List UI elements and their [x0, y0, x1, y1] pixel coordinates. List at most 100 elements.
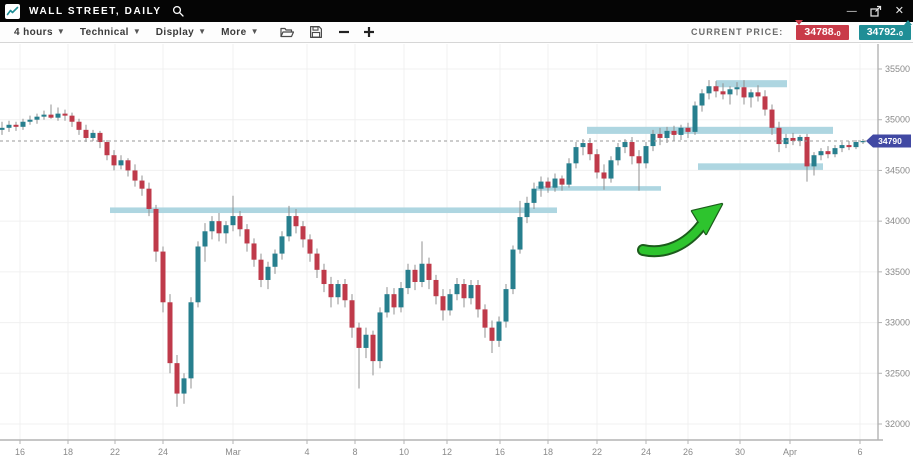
- time-tick-label: 22: [592, 447, 602, 457]
- title-bar: WALL STREET, DAILY — ✕: [0, 0, 913, 22]
- app-logo-icon: [5, 3, 20, 19]
- candle: [769, 109, 775, 128]
- close-button[interactable]: ✕: [894, 4, 904, 17]
- candle: [489, 327, 495, 341]
- time-tick-label: 6: [857, 447, 862, 457]
- candle: [307, 239, 313, 254]
- candle: [370, 334, 376, 362]
- candles: [0, 80, 866, 407]
- open-folder-icon[interactable]: [280, 27, 295, 38]
- chevron-down-icon: ▼: [132, 27, 141, 36]
- zoom-in-button[interactable]: [363, 26, 375, 38]
- candle: [804, 136, 810, 167]
- bid-price-main: 34788.: [804, 25, 837, 38]
- ask-price-badge[interactable]: 34792. 0: [858, 19, 912, 40]
- candle: [755, 92, 761, 97]
- zoom-out-button[interactable]: [338, 26, 350, 38]
- price-axis-labels[interactable]: 35500 35000 34500 34000 33500 33000 32500 32000: [878, 64, 910, 429]
- candle: [790, 137, 796, 142]
- more-label: More: [221, 26, 247, 38]
- candle: [76, 121, 82, 130]
- candle: [258, 259, 264, 280]
- support-zone-2: [536, 186, 661, 191]
- candle: [328, 284, 334, 298]
- candle: [69, 115, 75, 122]
- candle: [279, 236, 285, 254]
- price-tick-label: 33500: [885, 267, 910, 277]
- candle: [48, 114, 54, 118]
- candle: [580, 143, 586, 148]
- candle: [503, 289, 509, 322]
- candle: [678, 127, 684, 135]
- candle: [433, 279, 439, 297]
- candle: [244, 229, 250, 244]
- candle: [405, 269, 411, 289]
- candle: [825, 151, 831, 155]
- ask-price-frac: 0: [898, 28, 903, 38]
- time-tick-label: 18: [63, 447, 73, 457]
- candle: [629, 142, 635, 157]
- time-tick-label: 22: [110, 447, 120, 457]
- search-icon[interactable]: [172, 5, 185, 18]
- candle: [811, 155, 817, 167]
- time-tick-label: 26: [683, 447, 693, 457]
- candle: [615, 147, 621, 161]
- candle: [349, 300, 355, 328]
- time-tick-label: 16: [495, 447, 505, 457]
- bid-price-badge[interactable]: 34788. 0: [795, 19, 849, 40]
- candle: [216, 221, 222, 234]
- candle: [538, 181, 544, 189]
- technical-label: Technical: [79, 26, 129, 38]
- candle: [832, 148, 838, 155]
- more-dropdown[interactable]: More ▼: [221, 27, 258, 38]
- popout-icon[interactable]: [870, 5, 882, 17]
- candle: [720, 91, 726, 95]
- svg-text:34790: 34790: [878, 136, 902, 146]
- chart-title: WALL STREET, DAILY: [29, 5, 162, 17]
- time-tick-label: 16: [15, 447, 25, 457]
- candle: [762, 96, 768, 110]
- candle: [62, 113, 68, 116]
- candle: [608, 160, 614, 179]
- chevron-down-icon: ▼: [198, 27, 207, 36]
- display-dropdown[interactable]: Display ▼: [156, 27, 206, 38]
- candle: [272, 253, 278, 267]
- candle: [650, 133, 656, 147]
- time-axis-labels[interactable]: 16 18 22 24 Mar 4 8 10 12 16 18 22 24 26 30 Apr 6: [15, 440, 863, 457]
- candle: [601, 172, 607, 179]
- time-tick-label: 24: [158, 447, 168, 457]
- timeframe-label: 4 hours: [14, 26, 53, 38]
- chevron-down-icon: ▼: [56, 27, 65, 36]
- price-tick-label: 32000: [885, 419, 910, 429]
- candle: [20, 121, 26, 127]
- candle: [706, 86, 712, 94]
- price-tick-label: 33000: [885, 318, 910, 328]
- candle: [412, 269, 418, 282]
- candle: [552, 178, 558, 188]
- resistance-zone-top: [716, 80, 787, 88]
- candle: [741, 87, 747, 98]
- time-tick-label: 4: [304, 447, 309, 457]
- candle: [153, 208, 159, 252]
- trend-arrow: [637, 202, 724, 258]
- candle: [734, 87, 740, 90]
- candle: [727, 89, 733, 95]
- candlestick-chart[interactable]: 35500 35000 34500 34000 33500 33000 32500 32000…: [0, 43, 913, 461]
- candle: [188, 302, 194, 379]
- save-icon[interactable]: [310, 26, 323, 38]
- time-tick-label: 12: [442, 447, 452, 457]
- candle: [377, 312, 383, 362]
- candle: [356, 327, 362, 348]
- candle: [384, 294, 390, 313]
- technical-dropdown[interactable]: Technical ▼: [80, 27, 141, 38]
- price-tick-label: 32500: [885, 368, 910, 378]
- price-tick-label: 35500: [885, 64, 910, 74]
- candle: [286, 216, 292, 237]
- candle: [657, 133, 663, 138]
- candle: [860, 141, 866, 143]
- candle: [846, 145, 852, 148]
- timeframe-dropdown[interactable]: 4 hours ▼: [14, 27, 65, 38]
- candle: [468, 285, 474, 299]
- minimize-button[interactable]: —: [846, 5, 857, 17]
